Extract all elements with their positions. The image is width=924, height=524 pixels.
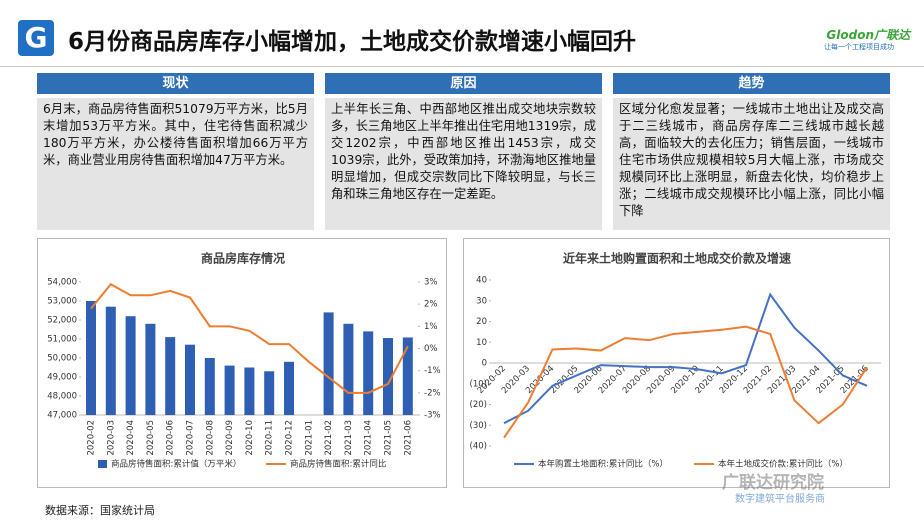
chart-title: 商品房库存情况 — [201, 251, 285, 266]
x-tick-label: 2020-05 — [146, 420, 156, 456]
y-tick-label: 54,000 — [47, 278, 77, 288]
y-tick-label: 40 — [476, 276, 487, 286]
panel-heading: 现状 — [37, 73, 314, 94]
x-tick-label: 2020-10 — [245, 420, 255, 456]
y-tick-label: 49,000 — [47, 373, 77, 383]
bar — [185, 344, 195, 415]
line — [503, 325, 868, 439]
source-note: 数据来源：国家统计局 — [45, 504, 155, 517]
y-tick-label: (40) — [470, 442, 487, 452]
slide-title: 6月份商品房库存小幅增加，土地成交价款增速小幅回升 — [68, 29, 637, 55]
bar — [86, 301, 96, 415]
bar — [224, 365, 235, 415]
bar — [363, 331, 374, 415]
chart: 近年来土地购置面积和土地成交价款及增速 (40) (30) (20) (10) 0 10 20… — [463, 238, 890, 488]
x-tick-label: 2021-06 — [403, 420, 413, 456]
y2-tick-label: 0% — [424, 344, 438, 354]
x-tick-label: 2021-03 — [344, 420, 354, 456]
y-tick-label: 20 — [476, 317, 487, 327]
x-tick-label: 2020-04 — [126, 420, 136, 456]
y-tick-label: 53,000 — [47, 297, 77, 307]
y-tick-label: (20) — [470, 400, 487, 410]
y-tick-label: (10) — [470, 379, 487, 389]
slogan: 让每一个工程项目成功 — [824, 43, 894, 51]
panel-body: 区域分化愈发显著；一线城市土地出让及成交高于二三线城市，商品房存库二三线城市越长… — [613, 98, 890, 230]
panel-heading: 趋势 — [613, 73, 890, 94]
bar — [383, 338, 393, 415]
bar — [343, 323, 354, 415]
y-tick-label: 0 — [482, 359, 487, 369]
brand: Glodon广联达 — [826, 28, 910, 42]
y-tick-label: 50,000 — [47, 354, 77, 364]
watermark: 广联达研究院 — [722, 473, 824, 493]
bar — [264, 371, 275, 415]
x-tick-label: 2021-04 — [364, 420, 374, 456]
y-tick-label: 48,000 — [47, 392, 77, 402]
y2-tick-label: 2% — [424, 300, 438, 310]
bar — [145, 323, 156, 415]
y-tick-label: 30 — [476, 296, 487, 306]
bar — [323, 312, 334, 415]
x-tick-label: 2020-09 — [225, 420, 235, 456]
y2-tick-label: 1% — [424, 322, 438, 332]
x-tick-label: 2020-02 — [87, 420, 97, 456]
watermark: 数字建筑平台服务商 — [735, 494, 825, 505]
y-tick-label: (30) — [470, 421, 487, 431]
chart: 商品房库存情况 47,000 48,000 49,000 50,000 51,000 52,… — [37, 238, 447, 488]
bar — [125, 316, 136, 415]
bar — [204, 358, 215, 415]
logo: G — [18, 20, 54, 56]
y2-tick-label: 3% — [424, 278, 438, 288]
x-tick-label: 2021-02 — [324, 420, 334, 456]
x-tick-label: 2021-05 — [384, 420, 394, 456]
x-tick-label: 2020-03 — [106, 420, 116, 456]
legend-label: 商品房待售面积:累计值（万平米） — [111, 459, 241, 470]
legend-label: 本年土地成交价款:累计同比（%） — [718, 459, 848, 470]
chart-title: 近年来土地购置面积和土地成交价款及增速 — [563, 251, 791, 266]
y-tick-label: 52,000 — [47, 316, 77, 326]
y-tick-label: 47,000 — [47, 411, 77, 421]
bar — [244, 367, 255, 415]
x-tick-label: 2021-01 — [304, 420, 314, 456]
y-tick-label: 51,000 — [47, 335, 77, 345]
legend-label: 本年购置土地面积:累计同比（%） — [538, 459, 668, 470]
bar — [105, 306, 116, 415]
panel-body: 6月末，商品房待售面积51079万平方米，比5月末增加53万平方米。其中，住宅待… — [37, 98, 314, 230]
x-tick-label: 2020-12 — [285, 420, 295, 456]
y2-tick-label: -3% — [424, 411, 441, 421]
x-tick-label: 2020-06 — [166, 420, 176, 456]
line — [90, 282, 409, 394]
legend-label: 商品房待售面积:累计同比 — [290, 459, 386, 470]
header-rule — [0, 66, 924, 67]
bar — [284, 361, 294, 415]
y2-tick-label: -2% — [424, 388, 441, 398]
panel-body: 上半年长三角、中西部地区推出成交地块宗数较多，长三角地区上半年推出住宅用地131… — [325, 98, 602, 230]
legend-swatch — [98, 460, 107, 468]
y2-tick-label: -1% — [424, 366, 441, 376]
panel-heading: 原因 — [325, 73, 602, 94]
bar — [165, 337, 176, 415]
bar — [402, 337, 413, 415]
x-tick-label: 2020-07 — [186, 420, 196, 456]
line — [503, 292, 868, 425]
x-tick-label: 2020-08 — [205, 420, 215, 456]
y-tick-label: 10 — [476, 338, 487, 348]
x-tick-label: 2020-11 — [265, 420, 275, 456]
